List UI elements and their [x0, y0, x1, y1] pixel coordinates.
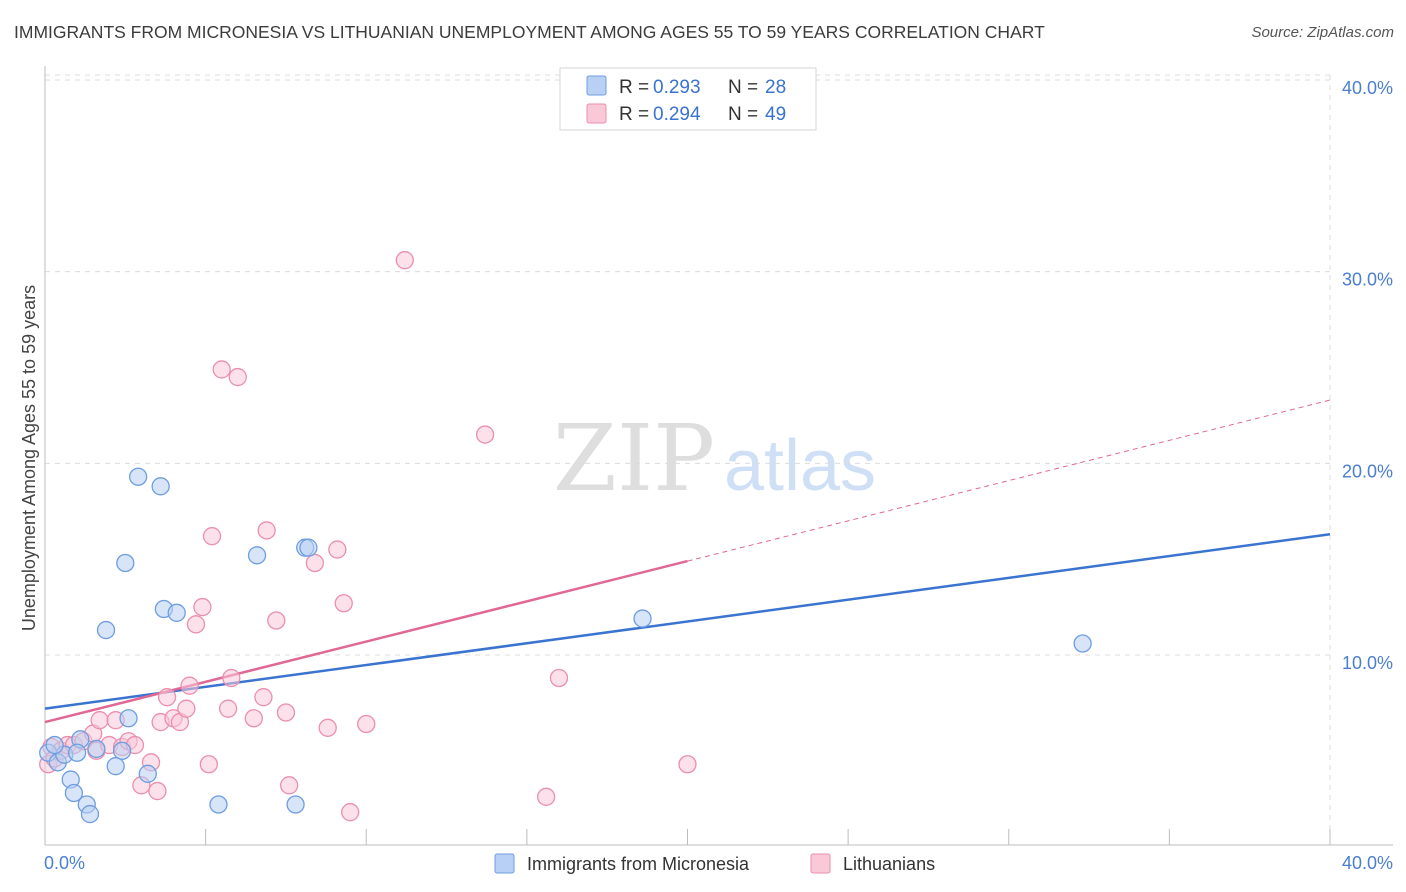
watermark-atlas: atlas [724, 426, 876, 506]
legend-r-label: R = [619, 104, 649, 125]
legend-r-label: R = [619, 77, 649, 98]
data-point-pink [157, 688, 177, 707]
stats-legend: R = 0.293 N = 28 R = 0.294 N = 49 [559, 67, 817, 131]
data-point-blue [129, 467, 148, 486]
legend-swatch-pink [586, 103, 607, 124]
data-point-pink [228, 367, 247, 387]
y-axis-label: Unemployment Among Ages 55 to 59 years [19, 285, 39, 631]
series-legend: Immigrants from Micronesia Lithuanians [494, 853, 935, 874]
data-point-blue [96, 620, 116, 640]
y-tick-label: 30.0% [1342, 270, 1393, 290]
data-point-blue [151, 477, 170, 496]
legend-r-value: 0.294 [653, 104, 701, 125]
trend-line-extension-pink [687, 399, 1331, 562]
data-point-pink [90, 711, 109, 730]
watermark-zip: ZIP [553, 405, 715, 512]
legend-swatch-micronesia [494, 853, 515, 874]
y-tick-label: 10.0% [1342, 653, 1393, 673]
legend-n-label: N = [728, 77, 758, 98]
x-tick-label: 40.0% [1342, 853, 1393, 873]
data-point-pink [254, 688, 273, 707]
grid [45, 74, 1331, 845]
trend-line-pink [44, 559, 688, 724]
data-point-blue [138, 764, 157, 783]
data-point-blue [67, 743, 87, 762]
legend-swatch-blue [586, 75, 607, 96]
data-point-blue [167, 603, 186, 622]
legend-r-value: 0.293 [653, 77, 701, 98]
data-point-blue [209, 795, 228, 814]
legend-label-micronesia: Immigrants from Micronesia [527, 854, 750, 874]
data-point-pink [537, 787, 556, 806]
data-point-blue [87, 739, 106, 759]
data-point-blue [286, 795, 305, 814]
chart-title: IMMIGRANTS FROM MICRONESIA VS LITHUANIAN… [14, 22, 1045, 42]
data-point-blue [64, 783, 84, 803]
data-point-pink [186, 615, 206, 634]
y-tick-label: 20.0% [1342, 461, 1393, 481]
data-point-pink [199, 755, 218, 774]
data-point-pink [549, 668, 569, 688]
data-point-pink [328, 540, 347, 559]
data-point-pink [318, 718, 337, 737]
axes [44, 66, 1393, 846]
data-point-pink [148, 781, 167, 801]
data-point-pink [177, 699, 196, 718]
data-point-pink [244, 709, 263, 728]
x-tick-label: 0.0% [44, 853, 85, 873]
data-point-pink [334, 594, 353, 613]
data-point-blue [106, 757, 125, 776]
source-label: Source: ZipAtlas.com [1251, 24, 1394, 41]
data-point-blue [1073, 634, 1092, 653]
data-point-pink [678, 755, 697, 774]
data-point-pink [193, 597, 212, 617]
data-point-blue [299, 538, 318, 557]
data-point-pink [276, 703, 296, 722]
data-point-blue [45, 735, 64, 755]
data-point-pink [257, 521, 276, 540]
data-point-pink [180, 676, 199, 695]
data-point-pink [395, 251, 414, 270]
data-point-pink [341, 803, 360, 822]
data-point-pink [305, 553, 325, 573]
data-point-blue [633, 609, 652, 628]
data-point-blue [247, 546, 267, 565]
watermark: ZIP atlas [553, 405, 876, 512]
trend-line-blue [44, 533, 1331, 710]
legend-label-lithuanians: Lithuanians [843, 854, 935, 874]
y-tick-label: 40.0% [1342, 78, 1393, 98]
data-point-blue [119, 709, 138, 728]
data-point-pink [218, 699, 238, 718]
data-point-blue [80, 804, 100, 824]
data-points [39, 251, 1092, 824]
data-point-blue [112, 741, 132, 760]
legend-n-value: 49 [765, 104, 786, 125]
data-point-pink [212, 360, 231, 379]
data-point-pink [202, 527, 222, 546]
data-point-pink [475, 425, 495, 444]
legend-n-value: 28 [765, 77, 786, 98]
data-point-blue [116, 553, 135, 573]
legend-swatch-lithuanians [810, 853, 831, 874]
data-point-pink [222, 668, 241, 688]
data-point-pink [279, 776, 299, 795]
trend-lines [44, 399, 1331, 724]
tick-labels: 10.0% 20.0% 30.0% 40.0% 0.0% 40.0% [44, 78, 1393, 873]
data-point-pink [267, 611, 286, 630]
legend-n-label: N = [728, 104, 758, 125]
data-point-pink [357, 714, 376, 734]
